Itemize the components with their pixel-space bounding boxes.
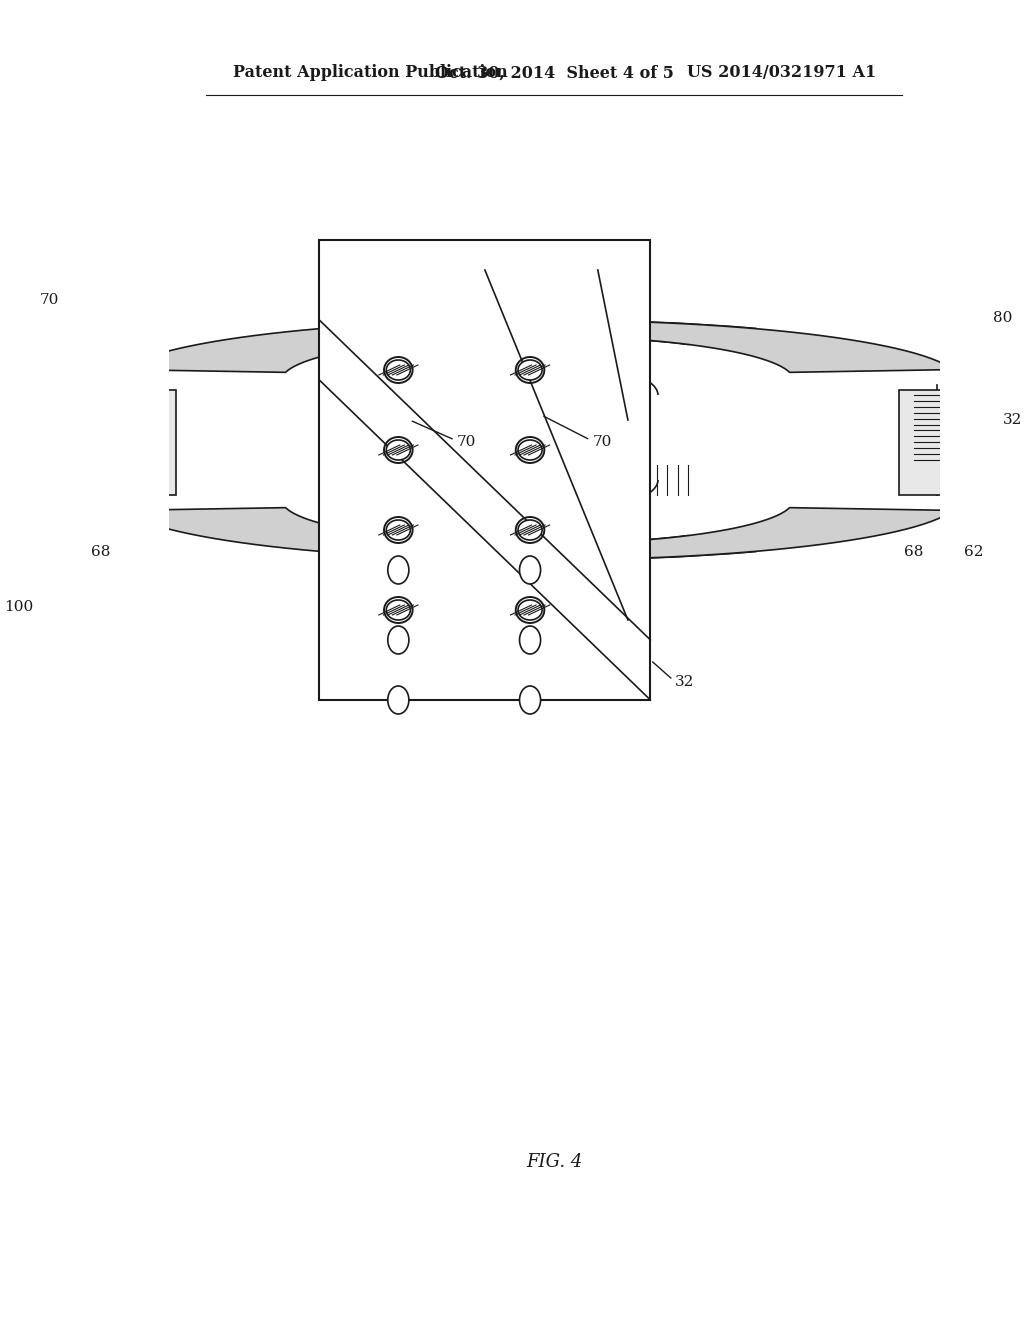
Ellipse shape [386,601,411,620]
Text: 100: 100 [4,601,33,614]
Text: Oct. 30, 2014  Sheet 4 of 5: Oct. 30, 2014 Sheet 4 of 5 [435,65,674,81]
Text: 70: 70 [593,436,612,449]
Text: 32: 32 [1002,413,1022,426]
Text: 68: 68 [91,545,111,558]
Text: 32: 32 [675,675,694,689]
Ellipse shape [386,440,411,459]
Text: 64: 64 [457,535,476,549]
Ellipse shape [518,601,542,620]
Ellipse shape [386,520,411,540]
Ellipse shape [518,360,542,380]
Text: 70: 70 [457,436,476,449]
Circle shape [519,686,541,714]
Circle shape [519,626,541,653]
Polygon shape [319,240,650,700]
Ellipse shape [386,360,411,380]
Text: US 2014/0321971 A1: US 2014/0321971 A1 [687,65,877,81]
Text: 80: 80 [993,312,1013,325]
Text: 70: 70 [40,293,59,308]
Polygon shape [123,319,952,372]
Circle shape [388,626,409,653]
Ellipse shape [518,520,542,540]
Text: 68: 68 [904,545,924,558]
Text: FIG. 4: FIG. 4 [526,1152,583,1171]
Circle shape [388,556,409,583]
Ellipse shape [518,440,542,459]
Circle shape [388,686,409,714]
Text: FIG. 3: FIG. 3 [526,565,583,583]
Text: 64: 64 [565,535,585,549]
Text: 62: 62 [965,545,984,558]
Polygon shape [899,389,974,495]
Text: 70: 70 [549,268,568,282]
Polygon shape [123,508,952,560]
Circle shape [519,556,541,583]
Text: Patent Application Publication: Patent Application Publication [232,65,508,81]
Polygon shape [101,389,176,495]
